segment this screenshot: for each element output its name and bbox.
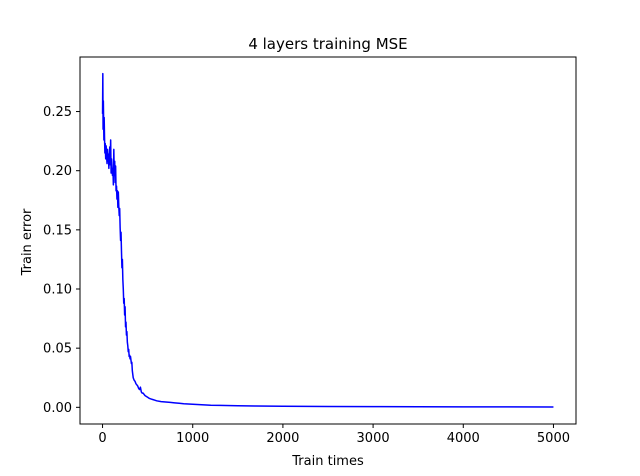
- y-tick-label: 0.25: [43, 105, 72, 120]
- plot-area: [101, 72, 554, 408]
- x-tick-label: 0: [98, 431, 106, 446]
- x-tick-label: 5000: [537, 431, 570, 446]
- y-tick-label: 0.05: [43, 342, 72, 357]
- x-tick-label: 1000: [176, 431, 209, 446]
- series-line: [101, 72, 554, 408]
- y-tick-label: 0.10: [43, 283, 72, 298]
- y-tick-label: 0.00: [43, 401, 72, 416]
- x-tick-label: 3000: [357, 431, 390, 446]
- x-axis-label: Train times: [291, 454, 364, 469]
- y-tick-label: 0.15: [43, 223, 72, 238]
- chart-title: 4 layers training MSE: [248, 35, 407, 53]
- y-tick-label: 0.20: [43, 164, 72, 179]
- plot-frame: [79, 56, 577, 425]
- y-axis-label: Train error: [20, 208, 35, 276]
- axis-ticks: 0 1000 2000 3000 4000 5000 0.00 0.05 0.10 0.15 0.2…: [43, 105, 570, 446]
- x-tick-label: 4000: [447, 431, 480, 446]
- x-tick-label: 2000: [266, 431, 299, 446]
